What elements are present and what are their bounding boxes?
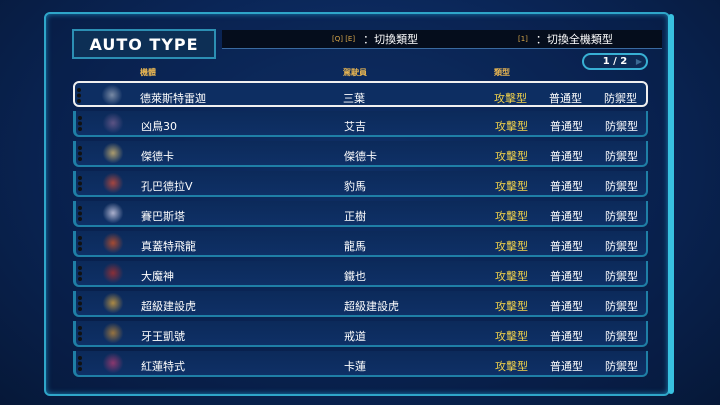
- unit-name: 大魔神: [141, 270, 174, 283]
- unit-row[interactable]: 牙王凱號 戒道 攻擊型 普通型 防禦型: [73, 321, 648, 347]
- unit-name: 德萊斯特雷迦: [140, 92, 206, 105]
- pilot-name: 超級建設虎: [344, 300, 399, 313]
- type-option[interactable]: 攻擊型: [494, 92, 527, 105]
- row-handle: [78, 146, 83, 161]
- type-option[interactable]: 攻擊型: [495, 270, 528, 283]
- pilot-name: 鐵也: [344, 270, 366, 283]
- type-option[interactable]: 防禦型: [605, 330, 638, 343]
- type-option[interactable]: 普通型: [550, 240, 583, 253]
- column-pilot: 駕駛員: [343, 68, 367, 77]
- type-option[interactable]: 防禦型: [605, 300, 638, 313]
- unit-row[interactable]: 孔巴德拉V 豹馬 攻擊型 普通型 防禦型: [73, 171, 648, 197]
- pilot-name: 卡蓮: [344, 360, 366, 373]
- row-handle: [78, 116, 83, 131]
- unit-row[interactable]: 凶鳥30 艾吉 攻擊型 普通型 防禦型: [73, 111, 648, 137]
- type-option[interactable]: 攻擊型: [495, 120, 528, 133]
- unit-row[interactable]: 真蓋特飛龍 龍馬 攻擊型 普通型 防禦型: [73, 231, 648, 257]
- unit-row[interactable]: 大魔神 鐵也 攻擊型 普通型 防禦型: [73, 261, 648, 287]
- page-indicator[interactable]: 1 / 2 ▶: [582, 53, 648, 70]
- type-option[interactable]: 防禦型: [605, 180, 638, 193]
- unit-sprite-icon: [102, 353, 124, 373]
- type-option[interactable]: 防禦型: [605, 360, 638, 373]
- unit-sprite-icon: [102, 203, 124, 223]
- type-option[interactable]: 防禦型: [605, 120, 638, 133]
- unit-sprite-icon: [101, 85, 123, 105]
- unit-name: 真蓋特飛龍: [141, 240, 196, 253]
- type-option[interactable]: 防禦型: [605, 240, 638, 253]
- type-option[interactable]: 攻擊型: [495, 300, 528, 313]
- row-handle: [78, 206, 83, 221]
- unit-sprite-icon: [102, 263, 124, 283]
- type-option[interactable]: 防禦型: [604, 92, 637, 105]
- column-unit: 機體: [140, 68, 156, 77]
- unit-sprite-icon: [102, 173, 124, 193]
- unit-sprite-icon: [102, 293, 124, 313]
- unit-row[interactable]: 紅蓮特式 卡蓮 攻擊型 普通型 防禦型: [73, 351, 648, 377]
- unit-name: 超級建設虎: [141, 300, 196, 313]
- unit-row[interactable]: 傑德卡 傑德卡 攻擊型 普通型 防禦型: [73, 141, 648, 167]
- pilot-name: 艾吉: [344, 120, 366, 133]
- column-type: 類型: [494, 68, 510, 77]
- type-option[interactable]: 普通型: [550, 120, 583, 133]
- type-option[interactable]: 普通型: [550, 360, 583, 373]
- hint-keys-switch-all: [1]: [518, 35, 528, 43]
- type-option[interactable]: 攻擊型: [495, 240, 528, 253]
- hint-switch-all: ：切換全機類型: [535, 33, 613, 46]
- pilot-name: 正樹: [344, 210, 366, 223]
- type-option[interactable]: 普通型: [550, 180, 583, 193]
- row-handle: [78, 296, 83, 311]
- unit-sprite-icon: [102, 143, 124, 163]
- type-option[interactable]: 攻擊型: [495, 180, 528, 193]
- page-number: 1 / 2: [602, 56, 628, 67]
- type-option[interactable]: 普通型: [550, 330, 583, 343]
- pilot-name: 三葉: [343, 92, 365, 105]
- row-handle: [78, 176, 83, 191]
- hint-switch-type: ：切換類型: [363, 33, 419, 46]
- row-handle: [78, 356, 83, 371]
- type-option[interactable]: 攻擊型: [495, 330, 528, 343]
- type-option[interactable]: 防禦型: [605, 270, 638, 283]
- unit-name: 賽巴斯塔: [141, 210, 185, 223]
- key-hints-bar: [Q] [E] ：切換類型 [1] ：切換全機類型: [222, 30, 662, 49]
- unit-name: 牙王凱號: [141, 330, 185, 343]
- unit-name: 凶鳥30: [141, 120, 177, 133]
- type-option[interactable]: 攻擊型: [495, 360, 528, 373]
- type-option[interactable]: 普通型: [549, 92, 582, 105]
- type-option[interactable]: 普通型: [550, 300, 583, 313]
- pilot-name: 豹馬: [344, 180, 366, 193]
- type-option[interactable]: 攻擊型: [495, 150, 528, 163]
- unit-name: 傑德卡: [141, 150, 174, 163]
- scrollbar[interactable]: [668, 14, 674, 394]
- page-title: AUTO TYPE: [72, 29, 216, 59]
- type-option[interactable]: 普通型: [550, 210, 583, 223]
- type-option[interactable]: 普通型: [550, 270, 583, 283]
- pilot-name: 傑德卡: [344, 150, 377, 163]
- row-handle: [78, 236, 83, 251]
- unit-row[interactable]: 德萊斯特雷迦 三葉 攻擊型 普通型 防禦型: [73, 81, 648, 107]
- unit-name: 紅蓮特式: [141, 360, 185, 373]
- hint-keys-switch-type: [Q] [E]: [332, 35, 356, 43]
- type-option[interactable]: 普通型: [550, 150, 583, 163]
- type-option[interactable]: 防禦型: [605, 150, 638, 163]
- unit-sprite-icon: [102, 233, 124, 253]
- unit-sprite-icon: [102, 323, 124, 343]
- unit-sprite-icon: [102, 113, 124, 133]
- unit-row[interactable]: 賽巴斯塔 正樹 攻擊型 普通型 防禦型: [73, 201, 648, 227]
- pilot-name: 龍馬: [344, 240, 366, 253]
- type-option[interactable]: 攻擊型: [495, 210, 528, 223]
- pilot-name: 戒道: [344, 330, 366, 343]
- row-handle: [77, 88, 82, 103]
- row-handle: [78, 326, 83, 341]
- type-option[interactable]: 防禦型: [605, 210, 638, 223]
- row-handle: [78, 266, 83, 281]
- unit-name: 孔巴德拉V: [141, 180, 193, 193]
- unit-row[interactable]: 超級建設虎 超級建設虎 攻擊型 普通型 防禦型: [73, 291, 648, 317]
- next-page-icon[interactable]: ▶: [635, 57, 642, 66]
